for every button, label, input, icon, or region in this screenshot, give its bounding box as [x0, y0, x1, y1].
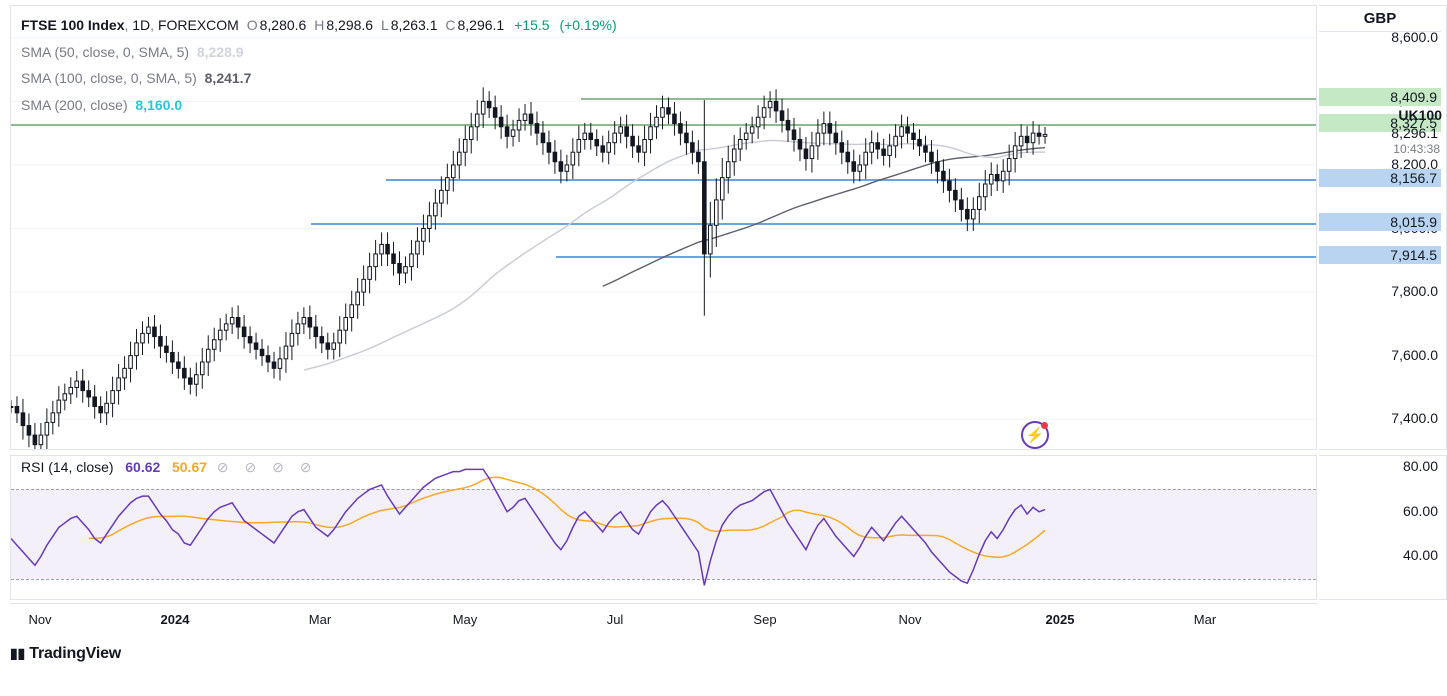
sr-price-box: 8,156.7 [1319, 169, 1441, 187]
indicator-legend-row: SMA (200, close) 8,160.0 [21, 92, 617, 119]
sr-price-box: 8,015.9 [1319, 213, 1441, 231]
symbol-title: FTSE 100 Index [21, 17, 124, 33]
time-tick: 2024 [161, 612, 190, 627]
rsi-axis[interactable]: 80.00 60.00 40.00 [1319, 455, 1447, 600]
symbol-tag: UK100 [1398, 107, 1442, 123]
price-tick: 7,800.0 [1389, 283, 1440, 299]
price-tick: 7,400.0 [1389, 410, 1440, 426]
last-price-label: 8,296.1 [1389, 125, 1440, 141]
time-tick: May [453, 612, 478, 627]
price-axis[interactable]: GBP 8,600.08,400.08,200.08,000.07,800.07… [1319, 5, 1447, 450]
indicator-legend-row: SMA (50, close, 0, SMA, 5) 8,228.9 [21, 39, 617, 66]
price-pane[interactable]: FTSE 100 Index, 1D, FOREXCOM O8,280.6 H8… [10, 5, 1317, 450]
rsi-plot-svg [11, 456, 1317, 600]
rsi-tick: 40.00 [1401, 547, 1440, 563]
exchange: FOREXCOM [158, 17, 239, 33]
ohlc-block: O8,280.6 H8,298.6 L8,263.1 C8,296.1 [243, 17, 508, 33]
price-tick: 7,600.0 [1389, 347, 1440, 363]
time-tick: Nov [28, 612, 51, 627]
rsi-tick: 60.00 [1401, 503, 1440, 519]
time-tick: Mar [309, 612, 331, 627]
time-tick: 2025 [1046, 612, 1075, 627]
change-abs: +15.5 [514, 17, 549, 33]
time-tick: Sep [753, 612, 776, 627]
rsi-legend: RSI (14, close) 60.62 50.67 ⊘ ⊘ ⊘ ⊘ [21, 459, 318, 476]
time-tick: Mar [1194, 612, 1216, 627]
rsi-extra-eyes: ⊘ ⊘ ⊘ ⊘ [217, 459, 318, 475]
tradingview-logo[interactable]: ▮▮ TradingView [10, 645, 121, 663]
price-tick: 8,600.0 [1389, 29, 1440, 45]
countdown-label: 10:43:38 [1393, 142, 1440, 156]
time-axis[interactable]: Nov 2024 Mar May Jul Sep Nov 2025 Mar [10, 603, 1317, 635]
rsi-pane[interactable]: RSI (14, close) 60.62 50.67 ⊘ ⊘ ⊘ ⊘ [10, 455, 1317, 600]
symbol-legend-row: FTSE 100 Index, 1D, FOREXCOM O8,280.6 H8… [21, 12, 617, 39]
rsi-tick: 80.00 [1401, 458, 1440, 474]
indicator-legend-row: SMA (100, close, 0, SMA, 5) 8,241.7 [21, 65, 617, 92]
lightning-icon[interactable]: ⚡ [1021, 421, 1049, 449]
change-pct: (+0.19%) [559, 17, 616, 33]
sr-price-box: 8,409.9 [1319, 88, 1441, 106]
time-tick: Jul [607, 612, 624, 627]
interval: 1D [132, 17, 150, 33]
chart-legend: FTSE 100 Index, 1D, FOREXCOM O8,280.6 H8… [21, 12, 617, 118]
time-tick: Nov [898, 612, 921, 627]
tradingview-chart: FTSE 100 Index, 1D, FOREXCOM O8,280.6 H8… [0, 0, 1447, 696]
sr-price-box: 7,914.5 [1319, 246, 1441, 264]
